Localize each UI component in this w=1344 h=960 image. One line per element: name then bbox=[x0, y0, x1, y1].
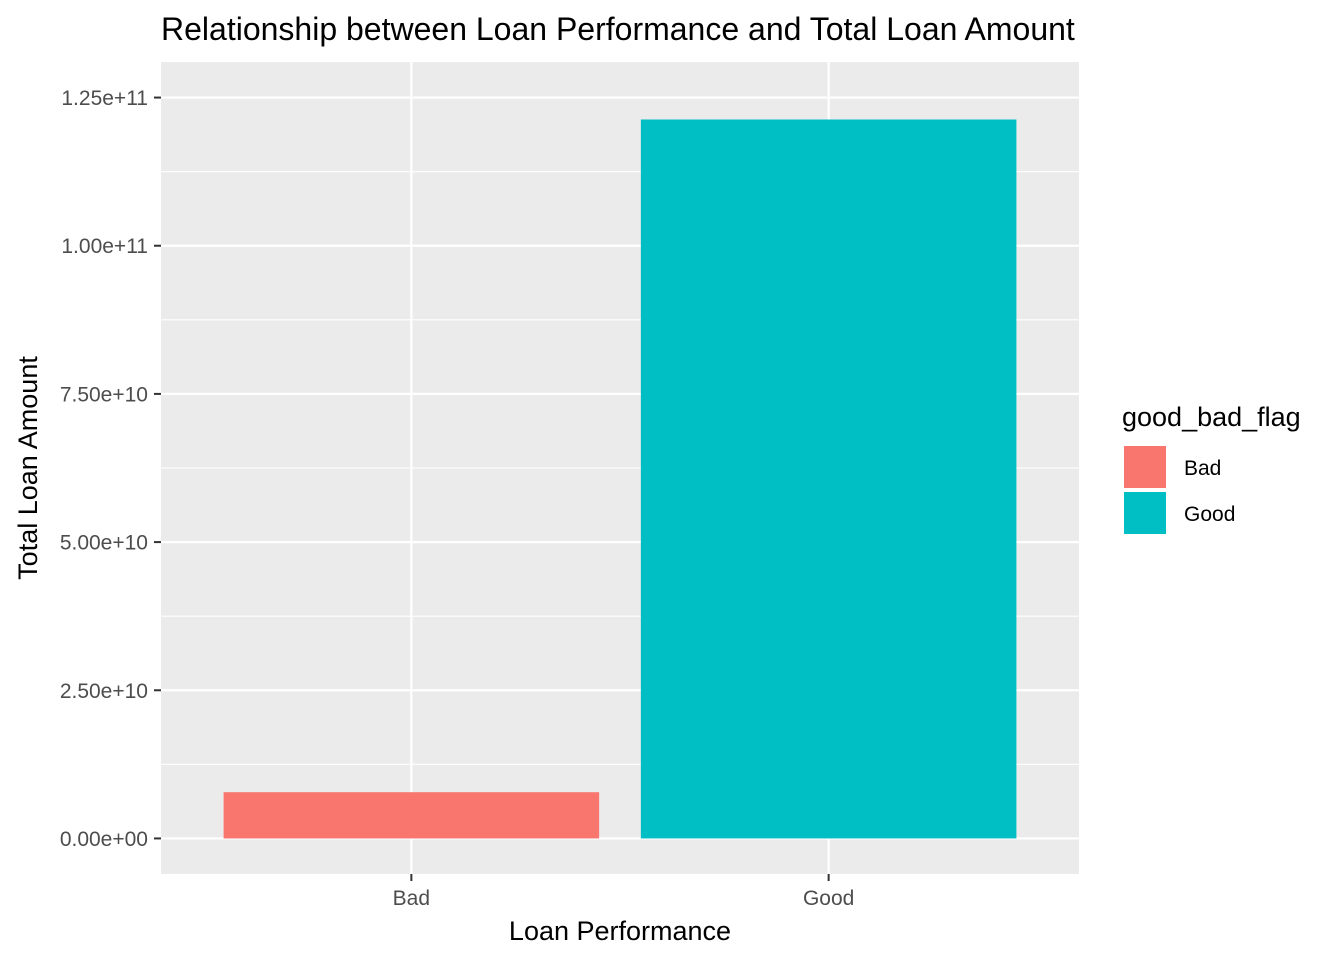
x-tick-label: Bad bbox=[393, 887, 430, 910]
legend-label-good: Good bbox=[1184, 503, 1235, 526]
x-axis: Bad Good bbox=[393, 874, 854, 910]
y-tick-label: 1.25e+11 bbox=[61, 87, 148, 110]
bar-bad bbox=[223, 792, 600, 839]
y-tick-label: 5.00e+10 bbox=[60, 532, 148, 555]
legend: good_bad_flag Bad Good bbox=[1122, 402, 1301, 536]
x-axis-title: Loan Performance bbox=[509, 916, 731, 946]
chart-title: Relationship between Loan Performance an… bbox=[161, 11, 1075, 47]
legend-label-bad: Bad bbox=[1184, 457, 1221, 480]
legend-title: good_bad_flag bbox=[1122, 402, 1301, 432]
y-tick-label: 7.50e+10 bbox=[60, 383, 148, 406]
y-tick-label: 0.00e+00 bbox=[60, 828, 148, 851]
bars bbox=[223, 119, 1017, 839]
legend-swatch-good bbox=[1122, 490, 1168, 536]
bar-good bbox=[640, 119, 1017, 839]
y-tick-label: 2.50e+10 bbox=[60, 680, 148, 703]
y-tick-label: 1.00e+11 bbox=[61, 235, 148, 258]
y-axis-title: Total Loan Amount bbox=[13, 356, 43, 580]
legend-swatch-bad bbox=[1122, 444, 1168, 490]
x-tick-label: Good bbox=[803, 887, 854, 910]
legend-items: Bad Good bbox=[1122, 444, 1235, 536]
y-axis: 0.00e+00 2.50e+10 5.00e+10 7.50e+10 1.00e+11… bbox=[60, 87, 161, 851]
